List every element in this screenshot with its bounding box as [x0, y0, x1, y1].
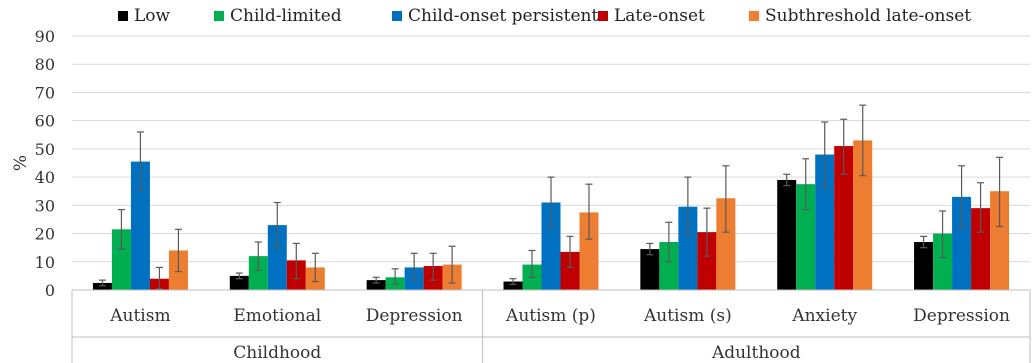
bar [111, 229, 131, 290]
legend-swatch [598, 11, 608, 21]
bar [834, 146, 854, 290]
legend-item: Late-onset [598, 6, 705, 26]
legend-swatch [392, 11, 402, 21]
y-tick-label: 10 [35, 253, 55, 272]
bar [560, 251, 580, 290]
legend-label: Subthreshold late-onset [765, 6, 972, 26]
legend-swatch [749, 11, 759, 21]
bar [678, 206, 698, 290]
bars [92, 140, 1010, 290]
bar [92, 282, 112, 290]
bar [914, 242, 934, 290]
bar [640, 249, 660, 290]
y-tick-label: 30 [35, 196, 55, 215]
bar [853, 140, 873, 290]
x-tick-label: Autism (p) [505, 306, 596, 326]
x-group-label: Adulthood [711, 343, 801, 363]
bar [130, 161, 150, 290]
bar [971, 208, 991, 290]
x-tick-label: Anxiety [791, 306, 857, 326]
y-tick-label: 20 [35, 225, 55, 244]
legend-item: Subthreshold late-onset [749, 6, 971, 26]
y-tick-label: 80 [35, 55, 55, 74]
y-tick-label: 70 [35, 83, 55, 102]
bar [541, 202, 561, 290]
legend: Low Child-limited Child-onset persistent La… [0, 6, 1034, 30]
bar [503, 281, 523, 290]
legend-swatch [118, 11, 128, 21]
legend-item: Child-limited [214, 6, 342, 26]
x-tick-label: Autism [109, 306, 170, 326]
bar [366, 280, 386, 290]
y-tick-label: 40 [35, 168, 55, 187]
legend-label: Low [134, 6, 171, 26]
bar [716, 198, 736, 290]
bar [990, 191, 1010, 290]
bar [248, 256, 268, 290]
bar [579, 212, 599, 290]
y-tick-label: 0 [45, 281, 55, 300]
x-tick-label: Autism (s) [643, 306, 732, 326]
bar [952, 196, 972, 290]
grid-lines [72, 35, 1030, 263]
bar [933, 233, 953, 290]
legend-item: Low [118, 6, 170, 26]
bar [815, 154, 835, 290]
legend-swatch [214, 11, 224, 21]
y-axis-ticks: 0 10 20 30 40 50 60 70 80 90 [35, 27, 55, 300]
x-tick-label: Depression [366, 306, 463, 326]
error-bars [98, 104, 1004, 290]
legend-label: Child-onset persistent [408, 6, 599, 26]
y-tick-label: 60 [35, 112, 55, 131]
bar [697, 232, 717, 290]
x-axis: Autism Emotional Depression Autism (p) Autis… [71, 289, 1031, 363]
x-tick-label: Depression [913, 306, 1010, 326]
y-tick-label: 50 [35, 140, 55, 159]
bar [267, 225, 287, 290]
bar [777, 179, 797, 290]
y-tick-label: 90 [35, 27, 55, 46]
legend-item: Child-onset persistent [392, 6, 598, 26]
legend-label: Child-limited [230, 6, 342, 26]
y-axis-label: % [11, 155, 31, 171]
x-group-label: Childhood [233, 343, 321, 363]
legend-label: Late-onset [614, 6, 705, 26]
bar [659, 242, 679, 290]
bar [796, 184, 816, 290]
bar [229, 275, 249, 290]
x-tick-label: Emotional [233, 306, 321, 326]
